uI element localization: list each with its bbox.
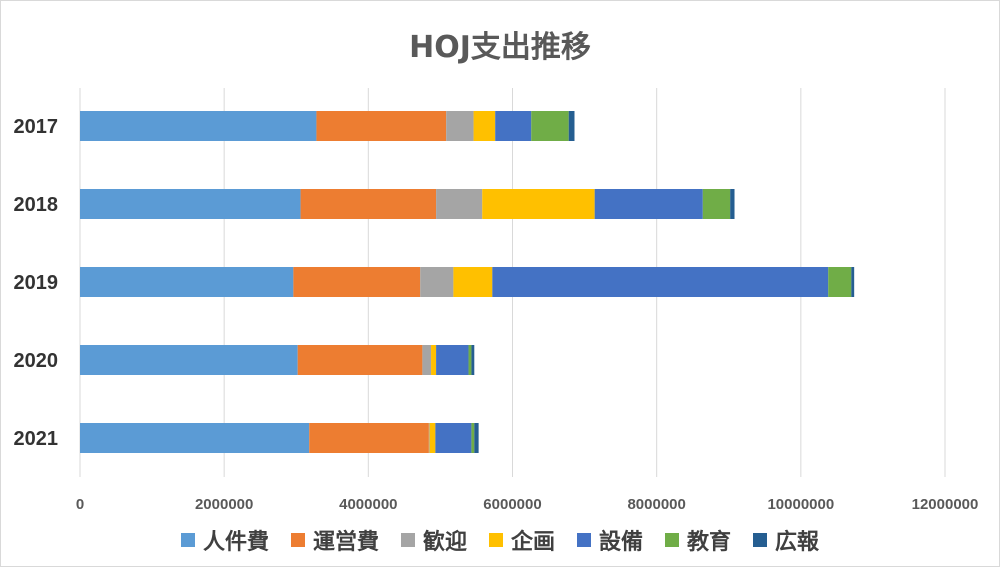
bar-segment [80,111,317,141]
legend-item: 広報 [753,524,819,556]
legend-swatch [577,533,591,547]
legend-label: 設備 [599,530,644,555]
bar-segment [80,267,294,297]
bar-segment [473,111,496,141]
bar-segment [80,423,310,453]
x-tick-label: 0 [76,496,84,513]
bar-segment [429,423,436,453]
bar-segment [594,189,703,219]
bar-segment [293,267,421,297]
bar-segment [436,189,483,219]
bar-segment [80,345,298,375]
legend-swatch [753,533,768,547]
bar-segment [730,189,735,219]
bar-segment [431,345,437,375]
bar-segment [828,267,852,297]
bar-segment [492,267,829,297]
bar-segment [468,345,472,375]
bar-segment [702,189,731,219]
x-tick-label: 2000000 [195,496,253,513]
bar-segment [436,345,469,375]
bar-segment [471,345,475,375]
y-category-label: 2021 [14,428,59,450]
legend-swatch [290,533,305,547]
legend-item: 歓迎 [400,524,467,556]
bar-segment [474,423,479,453]
bar-segment [309,423,429,453]
y-category-label: 2019 [14,272,59,294]
legend-label: 広報 [775,530,820,555]
bar-segment [435,423,472,453]
legend-swatch [400,533,415,547]
bar-segment [316,111,447,141]
legend-label: 企画 [510,530,555,555]
legend-item: 企画 [488,524,555,556]
legend-swatch [665,533,680,547]
bar-segment [422,345,432,375]
bar-segment [297,345,423,375]
bar-segment [80,189,301,219]
legend-label: 運営費 [312,530,379,555]
y-category-label: 2020 [14,350,59,372]
y-category-label: 2017 [14,116,59,138]
chart-title: HOJ支出推移 [409,30,591,65]
legend-item: 人件費 [180,524,269,556]
bar-segment [495,111,532,141]
legend-label: 教育 [687,530,732,555]
x-tick-label: 8000000 [627,496,685,513]
chart-legend: 人件費 運営費 歓迎 企画 設備 教育 広報 [0,524,1000,556]
y-category-label: 2018 [14,194,59,216]
legend-swatch [180,533,195,547]
x-tick-label: 10000000 [767,496,834,513]
bar-segment [300,189,437,219]
bar-segment [453,267,493,297]
legend-item: 設備 [577,524,643,556]
bar-segment [568,111,575,141]
legend-swatch [488,533,503,547]
legend-item: 教育 [665,524,731,556]
bar-segment [851,267,855,297]
legend-label: 歓迎 [422,530,467,555]
bar-segment [428,423,430,453]
x-tick-label: 12000000 [912,496,979,513]
legend-label: 人件費 [202,530,269,555]
x-tick-label: 4000000 [339,496,397,513]
bar-segment [446,111,474,141]
x-tick-label: 6000000 [483,496,541,513]
legend-item: 運営費 [290,524,379,556]
bar-segment [482,189,595,219]
bar-segment [531,111,569,141]
bar-segment [420,267,454,297]
bar-segment [471,423,475,453]
